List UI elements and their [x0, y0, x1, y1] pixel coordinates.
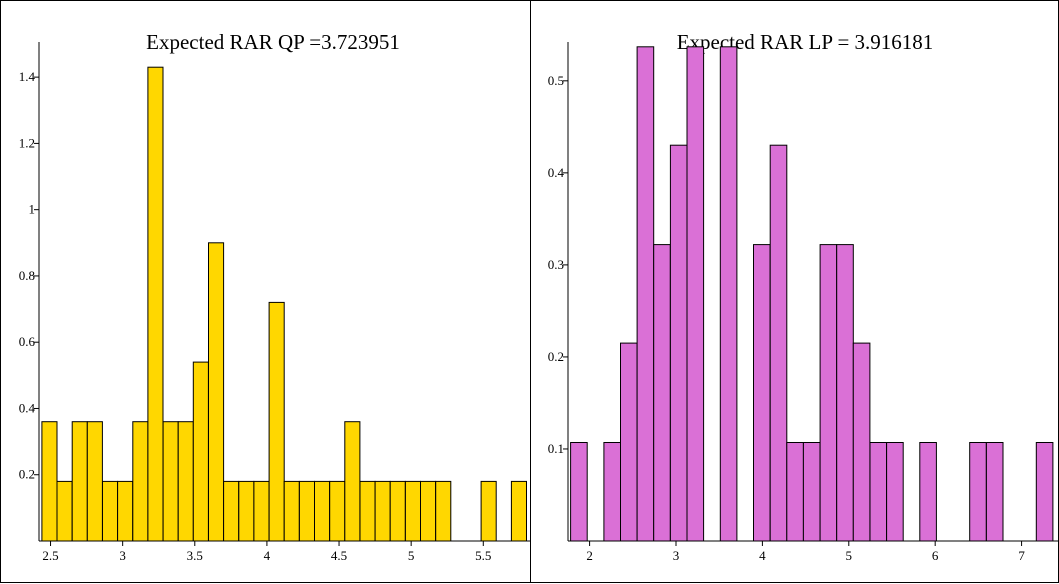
histogram-bar [71, 421, 88, 542]
histogram-bar [86, 421, 103, 542]
x-tick-label: 2 [586, 548, 593, 563]
x-tick-label: 7 [1018, 548, 1025, 563]
histogram-bar [283, 480, 300, 542]
histogram-bar [147, 66, 164, 542]
qp-bars [41, 66, 527, 542]
histogram-bar [653, 244, 671, 542]
y-tick-label: 0.8 [19, 268, 35, 283]
histogram-bar [268, 301, 285, 542]
histogram-bar [985, 442, 1004, 542]
histogram-bar [570, 442, 588, 542]
lp-histogram-panel: Expected RAR LP = 3.916181 2 3 4 5 6 7 0.1 0.2 0… [530, 0, 1059, 583]
histogram-bar [510, 480, 527, 542]
y-tick-label: 0.6 [19, 334, 36, 349]
lp-chart-title: Expected RAR LP = 3.916181 [677, 30, 934, 54]
x-tick-label: 6 [932, 548, 939, 563]
histogram-bar [238, 480, 255, 542]
histogram-bar [603, 442, 622, 542]
y-tick-label: 1.4 [19, 69, 36, 84]
histogram-bar [886, 442, 904, 542]
histogram-bar [620, 342, 638, 542]
histogram-bar [404, 480, 421, 542]
histogram-bar [719, 46, 738, 542]
histogram-bar [132, 421, 149, 542]
x-tick-label: 4 [759, 548, 766, 563]
qp-axes: 2.5 3 3.5 4 4.5 5 5.5 0.2 0.4 0.6 0.8 1 1.2 1.4 [19, 42, 530, 563]
qp-chart-title: Expected RAR QP =3.723951 [146, 30, 400, 54]
lp-bars [570, 46, 1054, 542]
y-tick-label: 0.3 [548, 257, 564, 272]
histogram-bar [769, 144, 788, 542]
y-tick-label: 1 [29, 202, 36, 217]
histogram-bar [802, 442, 821, 542]
x-tick-label: 4 [264, 548, 271, 563]
histogram-bar [56, 480, 73, 542]
y-tick-label: 0.4 [548, 165, 565, 180]
y-tick-label: 0.5 [548, 73, 564, 88]
y-tick-label: 0.2 [548, 349, 564, 364]
histogram-bar [374, 480, 391, 542]
histogram-bar [636, 46, 655, 542]
histogram-bar [162, 421, 179, 542]
x-tick-label: 3.5 [187, 548, 203, 563]
histogram-bar [480, 480, 497, 542]
lp-histogram: Expected RAR LP = 3.916181 2 3 4 5 6 7 0.1 0.2 0… [548, 30, 1059, 563]
x-tick-label: 3 [673, 548, 680, 563]
x-tick-label: 2.5 [42, 548, 58, 563]
histogram-bar [420, 480, 437, 542]
histogram-bar [117, 480, 134, 542]
histogram-bar [836, 244, 854, 542]
histogram-bar [208, 242, 225, 542]
x-tick-label: 3 [119, 548, 126, 563]
histogram-bar [177, 421, 194, 542]
histogram-bar [102, 480, 119, 542]
histogram-bar [359, 480, 376, 542]
lp-axes: 2 3 4 5 6 7 0.1 0.2 0.3 0.4 0.5 [548, 42, 1059, 563]
y-tick-label: 1.2 [19, 135, 35, 150]
y-tick-label: 0.2 [19, 467, 35, 482]
histogram-bar [253, 480, 270, 542]
histogram-bar [298, 480, 315, 542]
qp-histogram-panel: Expected RAR QP =3.723951 2.5 3 3.5 4 4.5 5 5.… [0, 0, 531, 583]
histogram-bar [969, 442, 987, 542]
histogram-bar [329, 480, 346, 542]
histogram-bar [223, 480, 240, 542]
y-tick-label: 0.1 [548, 441, 564, 456]
histogram-bar [41, 421, 58, 542]
histogram-bar [686, 46, 705, 542]
histogram-bar [389, 480, 406, 542]
y-tick-label: 0.4 [19, 400, 36, 415]
histogram-bar [192, 361, 209, 542]
histogram-bar [344, 421, 361, 542]
x-tick-label: 4.5 [331, 548, 347, 563]
histogram-bar [1035, 442, 1054, 542]
histogram-bar [786, 442, 804, 542]
qp-histogram: Expected RAR QP =3.723951 2.5 3 3.5 4 4.5 5 5.… [19, 30, 530, 563]
x-tick-label: 5 [846, 548, 853, 563]
histogram-bar [669, 144, 688, 542]
histogram-bar [435, 480, 452, 542]
histogram-bar [919, 442, 937, 542]
histogram-bar [819, 244, 838, 542]
histogram-bar [753, 244, 771, 542]
histogram-bar [869, 442, 888, 542]
histogram-bar [314, 480, 331, 542]
x-tick-label: 5 [408, 548, 415, 563]
histogram-bar [852, 342, 871, 542]
x-tick-label: 5.5 [475, 548, 491, 563]
